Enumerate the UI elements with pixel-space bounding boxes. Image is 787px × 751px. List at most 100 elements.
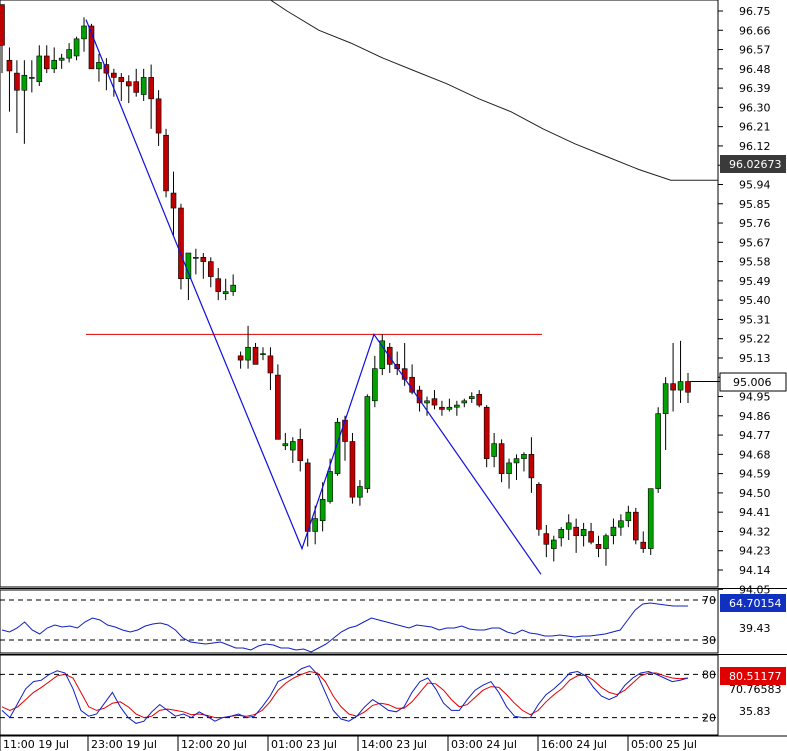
candle-body	[185, 252, 192, 280]
candle-body	[282, 443, 289, 447]
candle-body	[468, 396, 475, 399]
price-tick-label: 95.22	[739, 333, 771, 346]
candle-body	[603, 535, 609, 549]
candle-body	[334, 421, 341, 474]
candle-body	[133, 81, 140, 93]
candle-body	[528, 454, 535, 479]
candle-body	[446, 406, 453, 410]
price-tick-label: 94.05	[739, 583, 771, 596]
candle-body	[58, 57, 65, 61]
candle-body	[379, 340, 386, 369]
candle-body	[222, 291, 229, 295]
rsi-line	[1, 602, 688, 653]
moving-average-tag: 96.02673	[720, 155, 786, 173]
candle-body	[170, 192, 177, 209]
current-price-value: 95.006	[733, 376, 772, 389]
price-tick-label: 96.30	[739, 101, 771, 114]
candle-body	[125, 81, 132, 87]
candle-body	[193, 257, 199, 259]
candle-body	[215, 278, 222, 292]
rsi-panel: 70 30 39.43	[0, 594, 771, 653]
candle-body	[357, 486, 363, 498]
candle-body	[483, 406, 490, 459]
candle-body	[573, 526, 579, 537]
candle-body	[178, 207, 184, 280]
candle-body	[685, 381, 691, 393]
candle-body	[111, 72, 117, 78]
candle-body	[491, 443, 497, 457]
current-price-tag: 95.006	[690, 372, 787, 392]
candle-body	[118, 77, 125, 82]
candle-body	[319, 499, 326, 522]
candle-body	[51, 59, 57, 70]
price-tick-label: 94.23	[739, 545, 771, 558]
candle-body	[521, 454, 527, 459]
candle-body	[476, 394, 483, 406]
stochastic-tick-label: 35.83	[739, 705, 771, 718]
candle-body	[595, 543, 602, 549]
candle-body	[647, 488, 654, 549]
time-tick-label: 16:00 24 Jul	[541, 738, 607, 751]
candle-body	[461, 400, 468, 404]
candle-body	[140, 77, 147, 95]
candle-body	[43, 55, 50, 70]
price-tick-label: 96.39	[739, 82, 771, 95]
candle-body	[163, 134, 169, 192]
stochastic-value-secondary: 70.76583	[729, 683, 782, 696]
candle-body	[237, 355, 244, 361]
candle-body	[252, 346, 259, 365]
time-tick-label: 05:00 25 Jul	[631, 738, 697, 751]
time-tick-label: 23:00 19 Jul	[91, 738, 157, 751]
rsi-tick-label: 70	[702, 594, 716, 607]
price-tick-label: 94.77	[739, 429, 771, 442]
zigzag-line	[85, 19, 542, 575]
candle-body	[349, 441, 356, 498]
stochastic-signal-line	[1, 670, 689, 719]
candle-body	[290, 441, 296, 451]
candle-body	[670, 383, 676, 391]
price-tick-label: 96.66	[739, 24, 771, 37]
candlestick-plot	[0, 0, 718, 575]
candle-body	[260, 353, 266, 355]
candle-body	[342, 419, 348, 442]
price-tick-label: 94.95	[739, 391, 771, 404]
candle-body	[245, 346, 251, 361]
candle-body	[550, 539, 557, 549]
price-tick-label: 94.59	[739, 468, 771, 481]
candle-body	[618, 520, 624, 528]
time-tick-label: 14:00 23 Jul	[361, 738, 427, 751]
candle-body	[513, 458, 520, 464]
candle-body	[454, 404, 460, 408]
candle-body	[364, 396, 371, 489]
price-tick-label: 95.49	[739, 275, 771, 288]
candle-body	[230, 284, 236, 292]
moving-average-line	[269, 0, 718, 181]
candle-body	[424, 400, 430, 404]
candle-body	[439, 406, 445, 410]
price-tick-label: 95.13	[739, 352, 771, 365]
candle-body	[327, 471, 333, 502]
candle-body	[207, 261, 214, 277]
price-tick-label: 95.58	[739, 256, 771, 269]
candle-body	[677, 381, 684, 391]
price-tick-label: 95.76	[739, 217, 771, 230]
candle-body	[588, 531, 594, 543]
rsi-value-tag: 64.70154	[720, 594, 786, 612]
candle-body	[88, 25, 95, 70]
candle-body	[96, 62, 102, 70]
price-tick-label: 94.68	[739, 448, 771, 461]
candle-body	[536, 484, 542, 530]
time-tick-label: 11:00 19 Jul	[3, 738, 69, 751]
candle-body	[155, 98, 162, 134]
time-axis: 11:00 19 Jul 23:00 19 Jul 12:00 20 Jul 01:0…	[0, 736, 697, 751]
price-tick-label: 94.14	[739, 564, 771, 577]
candle-body	[610, 526, 617, 537]
candle-body	[558, 529, 565, 539]
price-axis: 96.75 96.66 96.57 96.48 96.39 96.30 96.21 96.12…	[718, 5, 771, 596]
candle-body	[633, 511, 639, 541]
price-tick-label: 95.40	[739, 294, 771, 307]
candle-body	[304, 462, 311, 532]
candle-body	[386, 346, 393, 365]
